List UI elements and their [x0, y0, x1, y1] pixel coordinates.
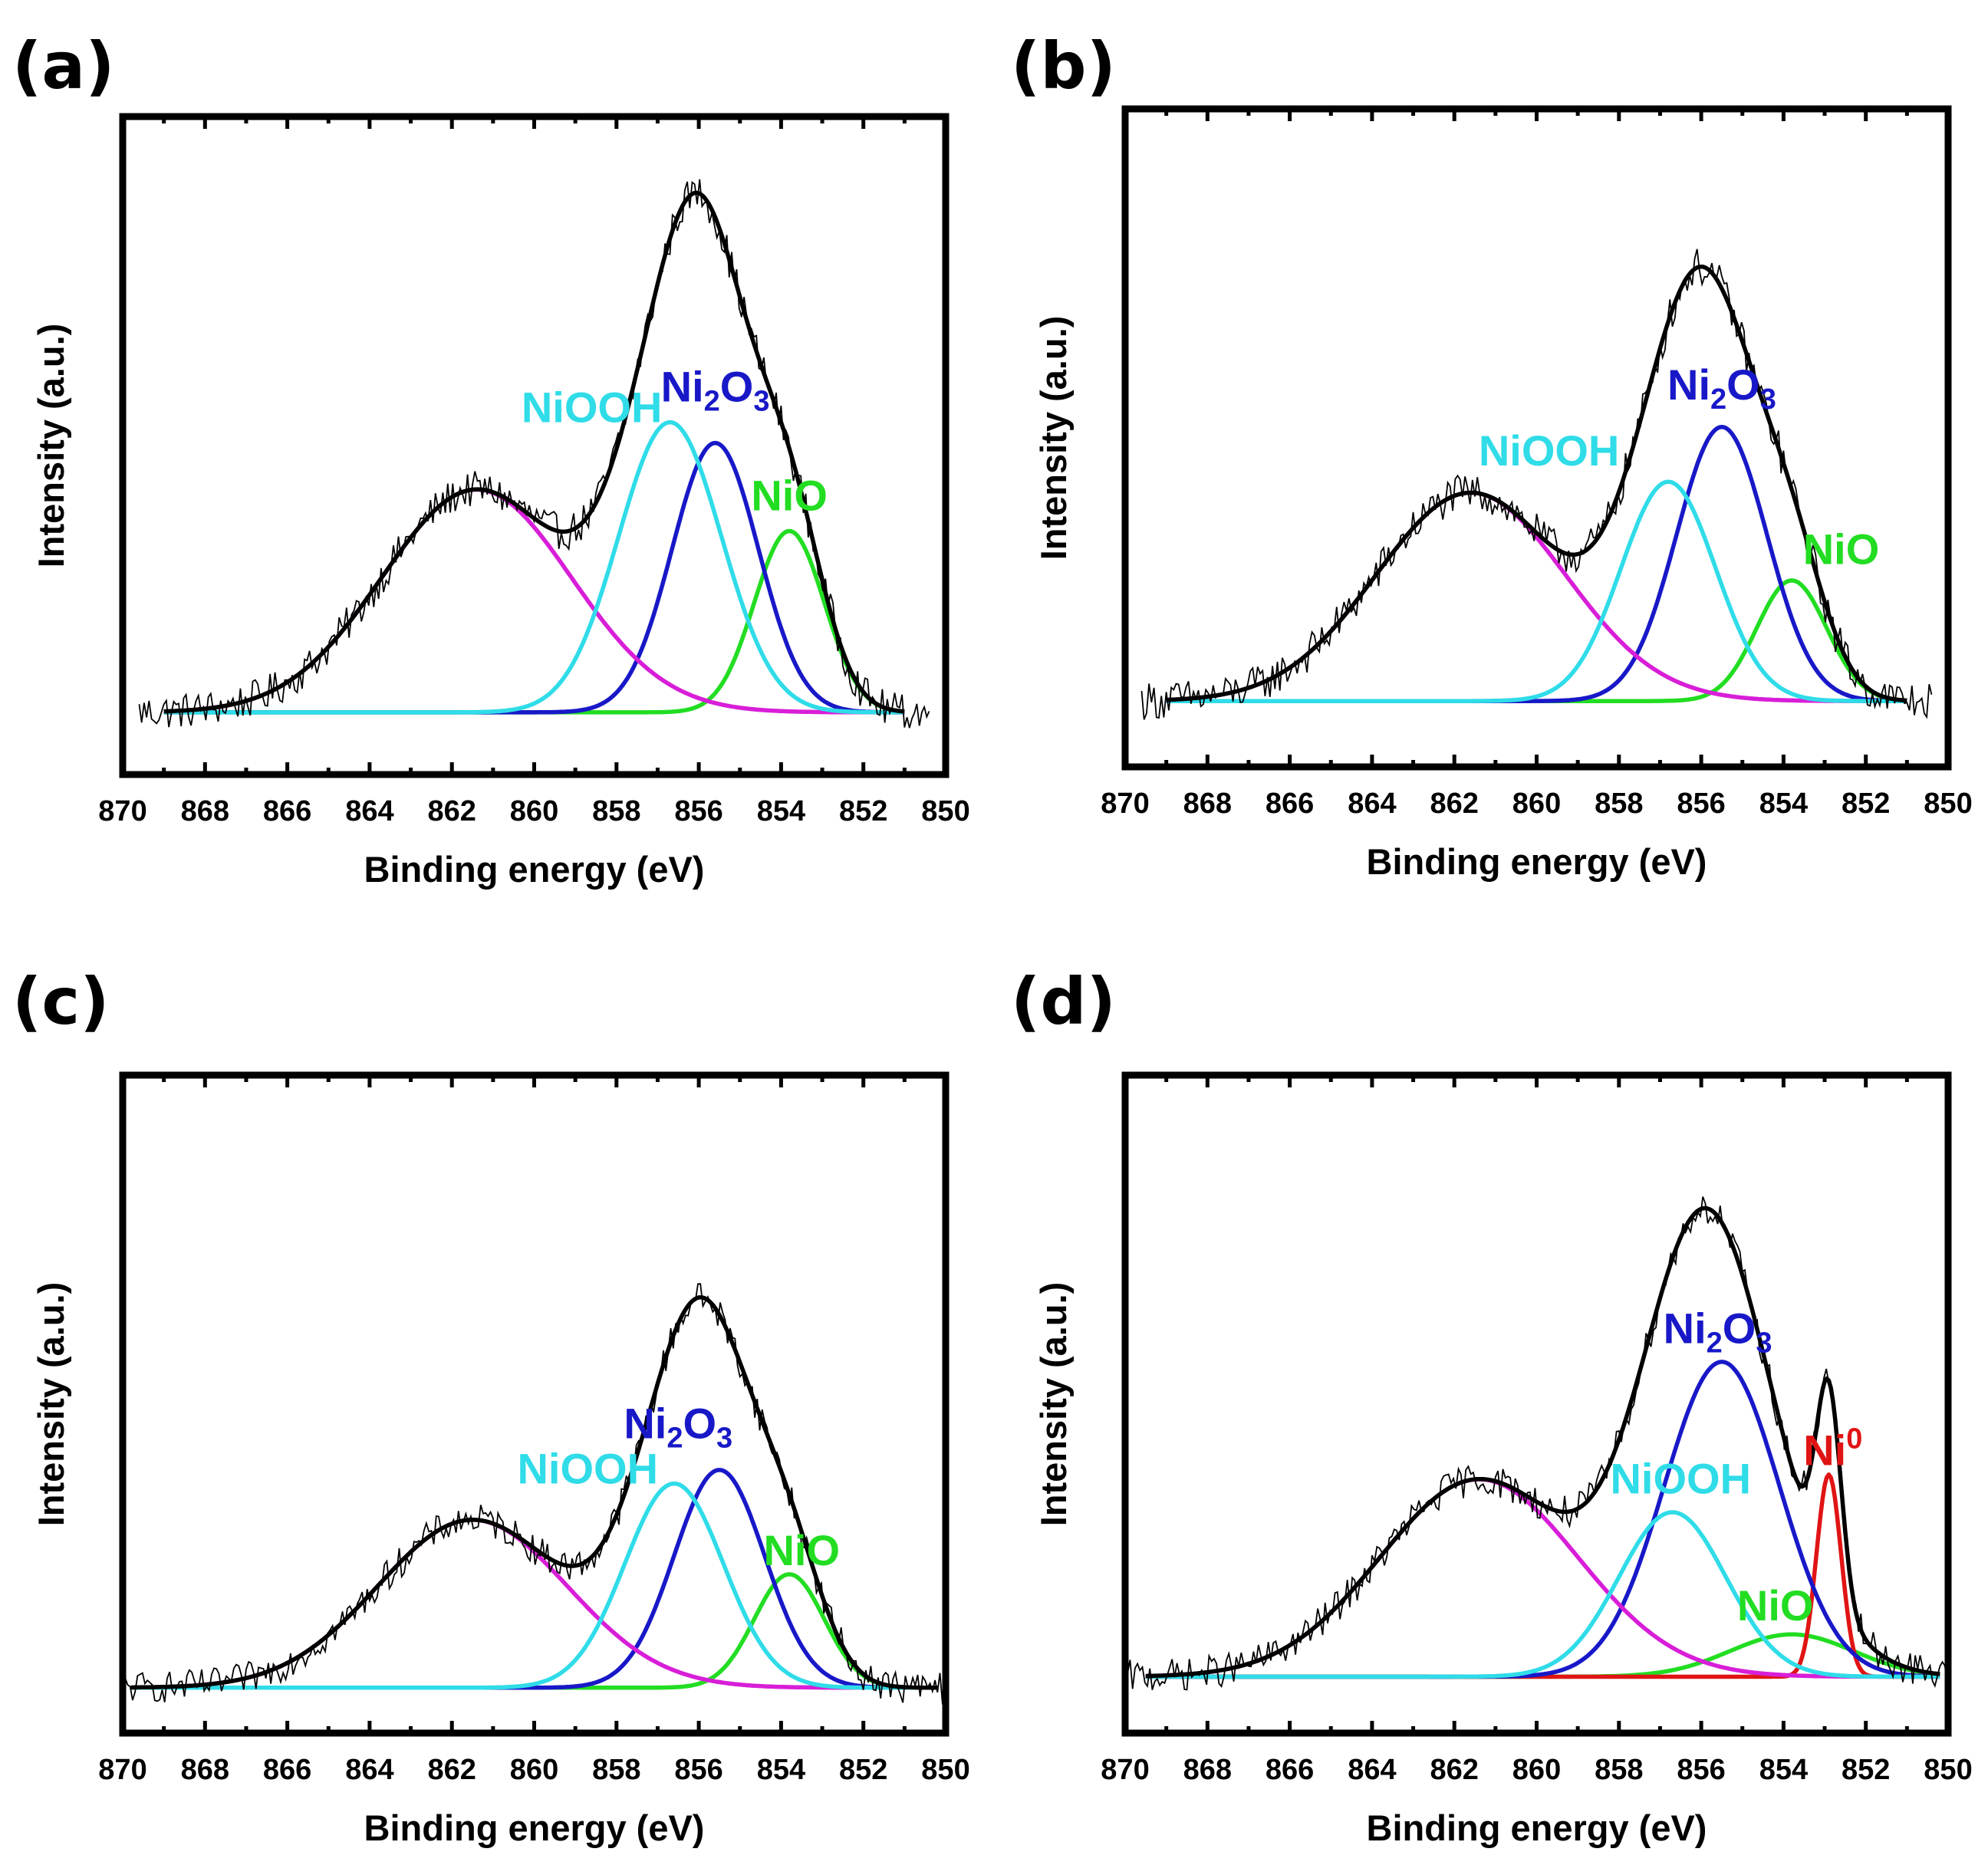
x-tick-label: 854: [1759, 1754, 1808, 1786]
plot-frame: [1121, 1071, 1952, 1737]
x-tick-label: 858: [592, 1754, 640, 1786]
x-tick-label: 864: [1348, 788, 1396, 820]
panel-2: (b) 870 868 866 864 862 860 858 856 854 852 850 Bind…: [1011, 28, 1973, 882]
series-nio-curve: [1166, 578, 1907, 703]
x-tick-label: 868: [1183, 1754, 1232, 1786]
series-niooh-curve: [1145, 1510, 1940, 1679]
series-niooh-curve: [163, 419, 905, 715]
x-tick-label: 850: [921, 1754, 969, 1786]
envelope-fit-curve: [130, 1294, 938, 1690]
plot-frame: [119, 113, 950, 778]
series-niooh-curve: [130, 1481, 938, 1690]
x-tick-label: 864: [1348, 1754, 1396, 1786]
panel-label: (c): [12, 964, 110, 1039]
x-tick-label: 864: [345, 1754, 393, 1786]
x-tick-label: 850: [1924, 788, 1972, 820]
x-tick-label: 860: [1512, 788, 1561, 820]
x-tick-label: 854: [1759, 788, 1808, 820]
y-axis-title: Intensity (a.u.): [1033, 1282, 1074, 1527]
x-tick-label: 854: [757, 1754, 805, 1786]
label-nio: NiO: [763, 1526, 840, 1574]
x-axis-title: Binding energy (eV): [1367, 841, 1707, 882]
series-niooh-curve: [1166, 479, 1907, 703]
x-tick-label: 866: [1266, 1754, 1314, 1786]
label-ni0: Ni0: [1803, 1423, 1862, 1475]
panel-label: (d): [1011, 964, 1116, 1039]
x-tick-label: 856: [1677, 788, 1725, 820]
raw-data-line: [138, 179, 930, 729]
label-niooh: NiOOH: [522, 383, 663, 432]
panel-label: (a): [12, 28, 114, 104]
x-tick-label: 856: [674, 795, 722, 827]
y-axis-title: Intensity (a.u.): [1033, 316, 1074, 561]
label-ni2o3: Ni2O3: [624, 1399, 732, 1454]
label-niooh: NiOOH: [1479, 426, 1620, 475]
x-tick-label: 866: [263, 1754, 311, 1786]
label-nio: NiO: [1737, 1581, 1814, 1630]
x-tick-label: 858: [1595, 788, 1643, 820]
series-nio-curve: [1145, 1632, 1940, 1679]
x-tick-label: 850: [1924, 1754, 1972, 1786]
y-axis-title: Intensity (a.u.): [31, 324, 71, 568]
label-niooh: NiOOH: [1610, 1454, 1751, 1502]
x-tick-label: 866: [1266, 788, 1314, 820]
x-tick-label: 860: [510, 795, 558, 827]
panel-4: (d) 870 868 866 864 862 860 858 856 854 852 850 Bind…: [1011, 964, 1973, 1848]
x-tick-label: 868: [181, 795, 229, 827]
x-tick-label: 868: [1183, 788, 1232, 820]
envelope-fit-curve: [163, 190, 905, 714]
series-nio-curve: [163, 528, 905, 715]
label-niooh: NiOOH: [517, 1445, 658, 1493]
x-tick-label: 850: [921, 795, 969, 827]
x-tick-label: 862: [1430, 1754, 1478, 1786]
x-tick-label: 856: [674, 1754, 722, 1786]
x-tick-label: 870: [1101, 788, 1149, 820]
label-nio: NiO: [1803, 525, 1880, 573]
envelope-fit-curve: [1145, 1206, 1940, 1679]
x-tick-label: 868: [181, 1754, 229, 1786]
x-tick-label: 866: [263, 795, 311, 827]
raw-data-line: [1140, 248, 1933, 720]
x-tick-label: 860: [510, 1754, 558, 1786]
label-nio: NiO: [751, 471, 828, 519]
x-tick-label: 870: [1101, 1754, 1149, 1786]
label-ni2o3: Ni2O3: [1664, 1304, 1772, 1359]
x-axis-title: Binding energy (eV): [1367, 1807, 1707, 1848]
x-tick-label: 860: [1512, 1754, 1561, 1786]
x-tick-label: 864: [345, 795, 393, 827]
x-tick-label: 858: [592, 795, 640, 827]
label-ni2o3: Ni2O3: [1667, 360, 1776, 416]
raw-data-line: [122, 1283, 946, 1705]
y-axis-title: Intensity (a.u.): [31, 1282, 71, 1527]
x-tick-label: 870: [98, 795, 146, 827]
x-tick-label: 862: [427, 795, 476, 827]
x-tick-label: 862: [1430, 788, 1478, 820]
x-tick-label: 858: [1595, 1754, 1643, 1786]
envelope-fit-curve: [1166, 264, 1907, 703]
panel-1: (a) 870 868 866 864 862 860 858 856 854 852 850 Bind…: [12, 28, 970, 890]
x-tick-label: 852: [839, 795, 887, 827]
x-tick-label: 852: [839, 1754, 887, 1786]
label-ni2o3: Ni2O3: [661, 363, 770, 418]
panel-3: (c) 870 868 866 864 862 860 858 856 854 852 850 Bind…: [12, 964, 970, 1848]
x-tick-label: 852: [1842, 1754, 1890, 1786]
x-axis-title: Binding energy (eV): [364, 1807, 705, 1848]
x-tick-label: 870: [98, 1754, 146, 1786]
x-axis-title: Binding energy (eV): [364, 849, 705, 890]
plot-frame: [119, 1071, 950, 1737]
x-tick-label: 856: [1677, 1754, 1725, 1786]
panel-label: (b): [1011, 28, 1116, 104]
x-tick-label: 862: [427, 1754, 476, 1786]
x-tick-label: 852: [1842, 788, 1890, 820]
x-tick-label: 854: [757, 795, 805, 827]
